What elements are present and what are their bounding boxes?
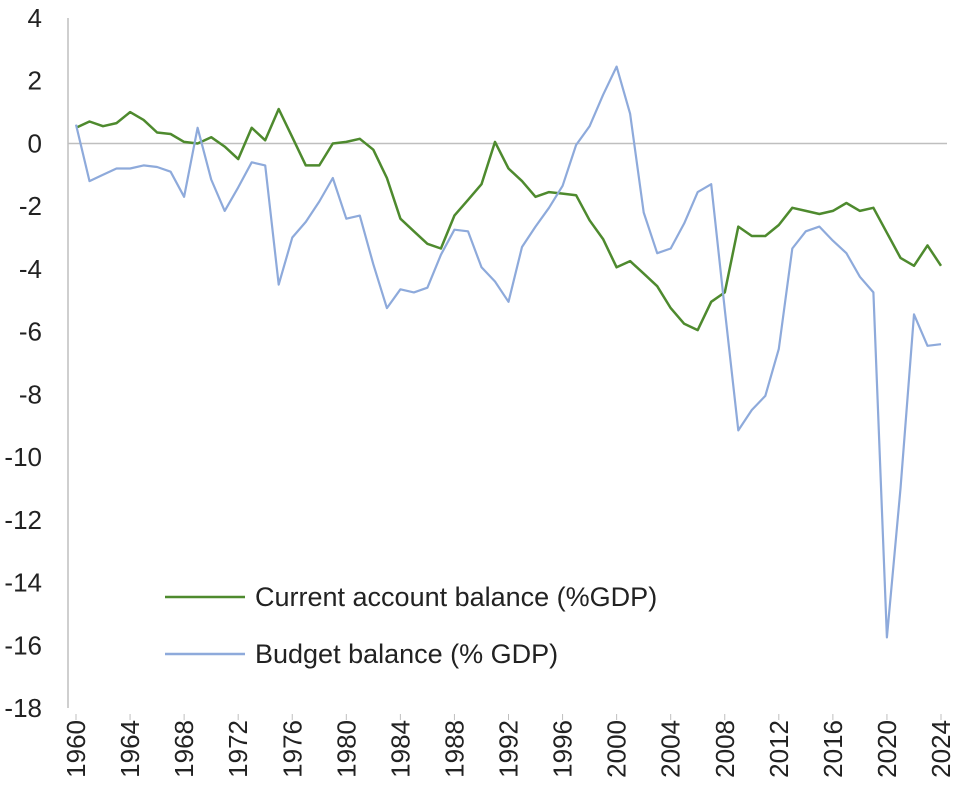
y-tick-label: 0: [28, 128, 42, 158]
y-tick-label: -12: [4, 505, 42, 535]
x-tick-label: 1972: [223, 720, 253, 778]
series-group: [74, 65, 943, 639]
legend: Current account balance (%GDP) Budget ba…: [165, 582, 657, 669]
y-axis-ticks: 4 2 0 -2 -4 -6 -8 -10 -12 -14 -16 -18: [4, 3, 42, 723]
x-tick-label: 1980: [331, 720, 361, 778]
x-tick-label: 1964: [115, 720, 145, 778]
x-tick-label: 1960: [61, 720, 91, 778]
y-tick-label: -14: [4, 568, 42, 598]
x-tick-label: 2008: [710, 720, 740, 778]
x-tick-label: 2024: [926, 720, 956, 778]
y-tick-label: -8: [19, 379, 42, 409]
legend-label-budget-balance: Budget balance (% GDP): [255, 639, 558, 669]
y-tick-label: -16: [4, 630, 42, 660]
y-tick-label: -2: [19, 191, 42, 221]
series-line-current-account: [75, 107, 943, 332]
y-tick-label: 4: [28, 3, 42, 33]
y-tick-label: -18: [4, 693, 42, 723]
x-tick-label: 2012: [764, 720, 794, 778]
x-tick-label: 1976: [277, 720, 307, 778]
x-tick-label: 2020: [872, 720, 902, 778]
y-tick-label: -10: [4, 442, 42, 472]
x-tick-label: 2000: [602, 720, 632, 778]
y-tick-label: -4: [19, 254, 42, 284]
x-axis-ticks: 1960 1964 1968 1972 1976 1980 1984 1988 1992 1996…: [61, 714, 956, 778]
x-tick-label: 1992: [494, 720, 524, 778]
x-tick-label: 1988: [439, 720, 469, 778]
legend-label-current-account: Current account balance (%GDP): [255, 582, 657, 612]
x-tick-label: 1996: [548, 720, 578, 778]
series-line-budget-balance: [74, 65, 942, 639]
x-tick-label: 1968: [169, 720, 199, 778]
x-tick-label: 2004: [656, 720, 686, 778]
y-tick-label: 2: [28, 66, 42, 96]
x-tick-label: 1984: [385, 720, 415, 778]
y-tick-label: -6: [19, 317, 42, 347]
x-tick-label: 2016: [818, 720, 848, 778]
